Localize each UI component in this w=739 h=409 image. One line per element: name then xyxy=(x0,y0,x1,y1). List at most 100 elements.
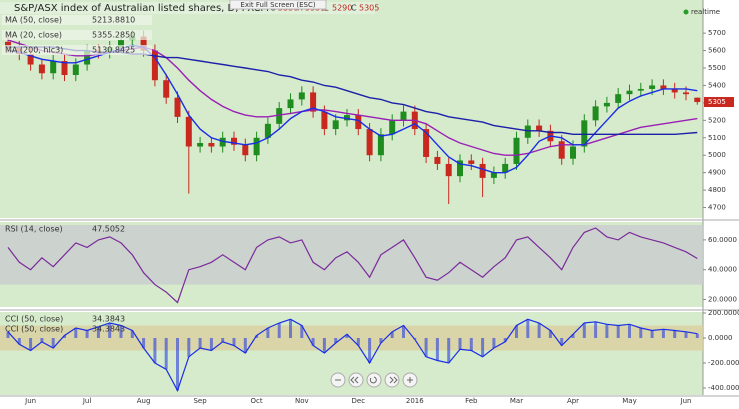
candle-body xyxy=(366,129,373,156)
nav-icons xyxy=(335,376,413,384)
candle-body xyxy=(457,160,463,177)
legend-value: 5130.8425 xyxy=(92,46,135,55)
y-tick-label: 4800 xyxy=(708,186,726,194)
price-badge-label: 5305 xyxy=(708,98,726,106)
y-tick-label: -200.0000 xyxy=(708,359,739,367)
indicator-name: CCI (50, close) xyxy=(5,315,63,324)
y-tick-label: 5700 xyxy=(708,29,726,37)
candle-body xyxy=(355,115,362,130)
candle-body xyxy=(219,137,226,147)
legend-value: 5213.8810 xyxy=(92,16,135,25)
candle-body xyxy=(570,146,576,159)
candle-body xyxy=(140,36,147,51)
y-tick-label: 40.0000 xyxy=(708,266,737,274)
x-tick-label: May xyxy=(622,397,636,405)
scroll-left-button[interactable] xyxy=(348,372,364,388)
y-tick-label: 5200 xyxy=(708,116,726,124)
chart-title: S&P/ASX index of Australian listed share… xyxy=(14,3,269,14)
x-tick-label: 2016 xyxy=(406,397,424,405)
candle-body xyxy=(310,92,317,112)
nav-buttons[interactable] xyxy=(330,372,418,388)
candle-body xyxy=(400,111,407,121)
indicator-name: RSI (14, close) xyxy=(5,225,63,234)
candle-body xyxy=(558,141,565,159)
candle-body xyxy=(151,50,158,81)
candle-body xyxy=(50,61,57,74)
candle-body xyxy=(524,125,531,138)
indicator-value: 47.5052 xyxy=(92,225,125,234)
candle-body xyxy=(321,111,328,130)
legend-box xyxy=(2,15,152,25)
candle-body xyxy=(637,88,644,91)
candle-body xyxy=(208,143,215,147)
candle-body xyxy=(61,61,68,75)
legend-name: MA (50, close) xyxy=(5,16,62,25)
candle-body xyxy=(377,134,384,156)
candle-body xyxy=(332,120,339,130)
candle-body xyxy=(445,163,452,177)
candle-body xyxy=(468,160,475,164)
candle-body xyxy=(174,97,181,117)
candle-body xyxy=(276,108,283,124)
status-dot xyxy=(683,9,689,15)
y-tick-label: 5600 xyxy=(708,47,726,55)
y-tick-label: 4900 xyxy=(708,169,726,177)
tooltip: Exit Full Screen (ESC) xyxy=(240,1,315,9)
candle-body xyxy=(5,41,11,48)
legend-name: MA (20, close) xyxy=(5,31,62,40)
candle-body xyxy=(626,90,633,95)
candle-body xyxy=(694,97,701,103)
scroll-right-button[interactable] xyxy=(384,372,400,388)
candle-body xyxy=(242,144,249,156)
reset-button[interactable] xyxy=(366,372,382,388)
candle-body xyxy=(197,143,204,147)
legend-name: MA (200, hlc3) xyxy=(5,46,63,55)
candle-body xyxy=(423,129,430,157)
indicator-line xyxy=(7,227,698,304)
y-tick-label: 20.0000 xyxy=(708,296,737,304)
status: realtime xyxy=(691,8,720,16)
indicator-value: 34.3843 xyxy=(92,325,125,334)
candle-body xyxy=(479,163,486,178)
y-tick-label: 5400 xyxy=(708,81,726,89)
candle-body xyxy=(298,92,305,100)
ohlc-value: 5290 xyxy=(332,4,352,13)
candle-body xyxy=(287,99,294,109)
candle-body xyxy=(434,156,441,164)
ohlc-label: C xyxy=(351,4,357,13)
legend-value: 5355.2850 xyxy=(92,31,135,40)
x-tick-label: Nov xyxy=(295,397,309,405)
candle-body xyxy=(84,50,91,65)
indicator-value: 34.3843 xyxy=(92,315,125,324)
candle-body xyxy=(615,94,622,103)
x-tick-label: Oct xyxy=(251,397,263,405)
y-tick-label: 5500 xyxy=(708,64,726,72)
candle-body xyxy=(603,102,610,107)
x-tick-label: Dec xyxy=(352,397,366,405)
x-tick-label: Feb xyxy=(465,397,478,405)
candle-body xyxy=(581,120,588,147)
candle-body xyxy=(490,172,497,178)
candle-body xyxy=(344,115,350,121)
candle-body xyxy=(683,92,689,95)
candle-body xyxy=(649,85,656,89)
y-tick-label: -400.0000 xyxy=(708,384,739,392)
candle-body xyxy=(264,123,271,138)
x-tick-label: Jun xyxy=(680,397,692,405)
candle-body xyxy=(253,137,260,156)
x-tick-label: Aug xyxy=(137,397,151,405)
price-badge xyxy=(704,97,734,108)
candle-body xyxy=(231,137,237,145)
indicator-name: CCI (50, close) xyxy=(5,325,63,334)
candle-body xyxy=(389,120,396,135)
y-tick-label: 60.0000 xyxy=(708,236,737,244)
y-tick-label: 5100 xyxy=(708,134,726,142)
legend-box xyxy=(2,30,152,40)
indicator-line xyxy=(7,318,698,393)
candle-body xyxy=(592,106,599,121)
tooltip-box xyxy=(229,0,327,10)
x-tick-label: Sep xyxy=(193,397,207,405)
candle-body xyxy=(502,163,509,173)
